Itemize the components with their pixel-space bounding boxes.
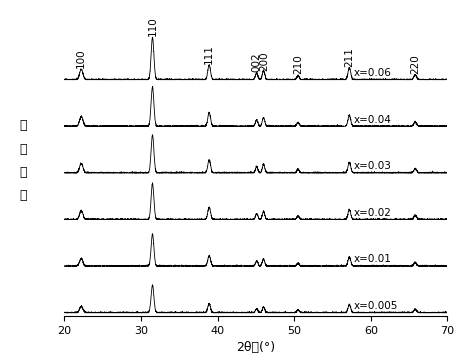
- Text: x=0.06: x=0.06: [353, 68, 391, 78]
- Text: 对: 对: [19, 143, 27, 156]
- X-axis label: 2θ／(°): 2θ／(°): [236, 341, 275, 355]
- Text: 100: 100: [76, 48, 86, 68]
- Text: 相: 相: [19, 119, 27, 132]
- Text: 度: 度: [19, 189, 27, 202]
- Text: x=0.04: x=0.04: [353, 114, 391, 125]
- Text: x=0.02: x=0.02: [353, 208, 391, 218]
- Text: 110: 110: [147, 16, 157, 36]
- Text: 211: 211: [344, 47, 353, 67]
- Text: x=0.01: x=0.01: [353, 255, 391, 265]
- Text: x=0.005: x=0.005: [353, 301, 397, 311]
- Text: 220: 220: [409, 54, 420, 73]
- Text: 200: 200: [259, 51, 269, 71]
- Text: 002: 002: [251, 53, 261, 72]
- Text: x=0.03: x=0.03: [353, 161, 391, 171]
- Text: 111: 111: [204, 44, 214, 64]
- Text: 210: 210: [292, 55, 302, 75]
- Text: 强: 强: [19, 166, 27, 179]
